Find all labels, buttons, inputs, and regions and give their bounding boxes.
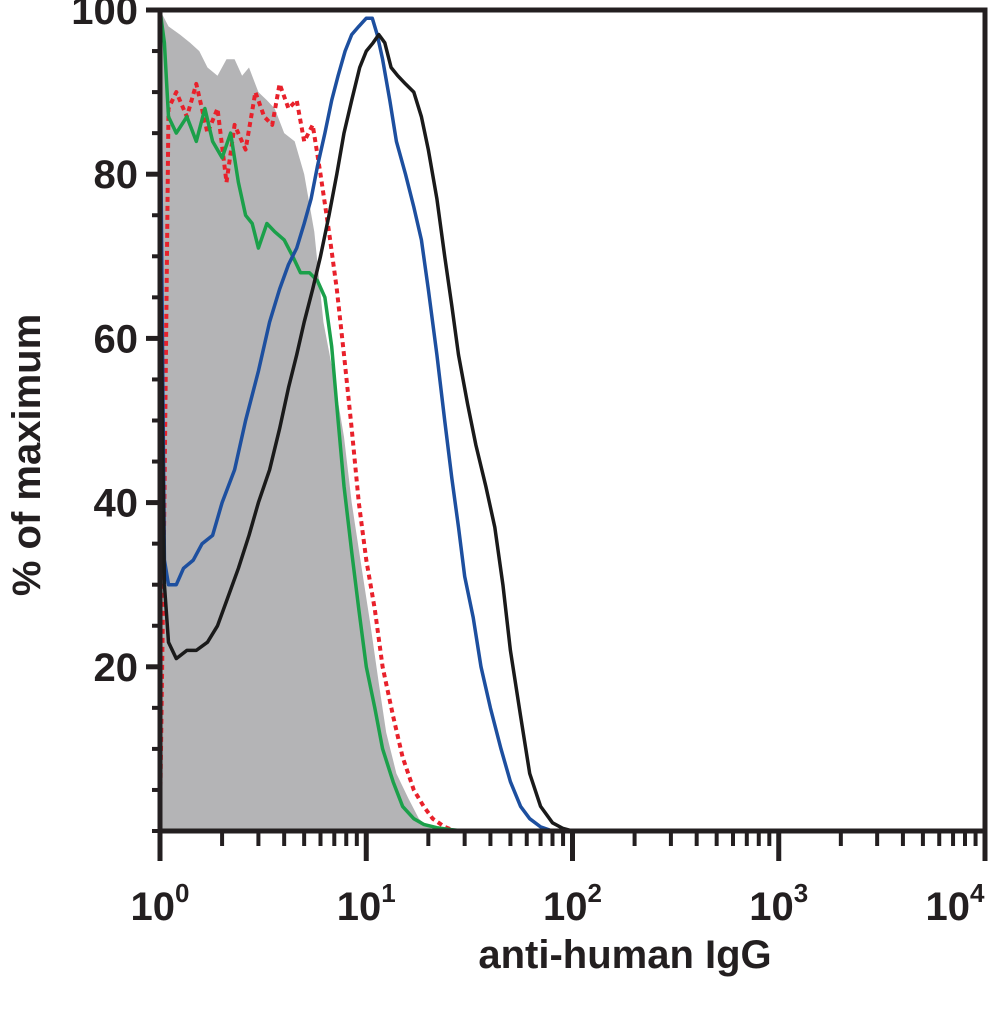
y-tick-label: 100 xyxy=(71,0,138,33)
series-2-line xyxy=(158,9,527,833)
series-3-line xyxy=(158,16,573,833)
x-axis-title: anti-human IgG xyxy=(478,933,771,977)
series-group xyxy=(158,9,985,833)
series-4-line xyxy=(158,32,985,833)
y-tick-label: 40 xyxy=(94,482,139,526)
x-tick-label: 100 xyxy=(131,878,190,929)
x-tick-labels: 100 101 102 103 104 xyxy=(131,878,986,929)
y-tick-label: 80 xyxy=(94,153,139,197)
series-1-line xyxy=(158,81,456,833)
series-0-filled-area xyxy=(160,10,437,831)
y-tick-label: 20 xyxy=(94,646,139,690)
x-tick-label: 103 xyxy=(749,878,808,929)
x-tick-label: 101 xyxy=(337,878,396,929)
x-axis-ticks xyxy=(157,831,988,861)
y-axis-title: % of maximum xyxy=(5,314,49,596)
y-tick-label: 60 xyxy=(94,317,139,361)
x-tick-label: 102 xyxy=(543,878,602,929)
y-tick-labels: 20 40 60 80 100 xyxy=(71,0,138,690)
y-axis-ticks xyxy=(146,7,160,833)
x-tick-label: 104 xyxy=(926,878,986,929)
